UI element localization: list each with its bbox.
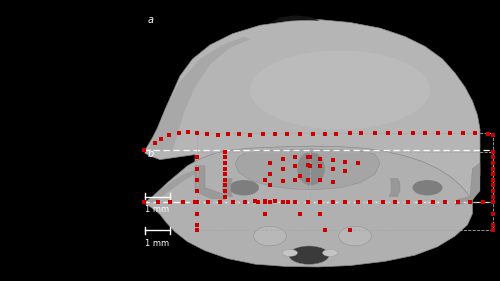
Ellipse shape [250, 51, 430, 129]
Ellipse shape [297, 152, 325, 185]
Polygon shape [455, 163, 480, 205]
Polygon shape [270, 15, 320, 23]
Polygon shape [145, 20, 480, 231]
Polygon shape [389, 178, 400, 197]
Ellipse shape [254, 226, 286, 246]
Bar [196, 152, 492, 202]
Text: a: a [148, 15, 154, 26]
Ellipse shape [289, 246, 329, 264]
Ellipse shape [339, 226, 371, 246]
Text: 1 mm: 1 mm [146, 205, 170, 214]
Polygon shape [148, 169, 200, 203]
Text: 1 mm: 1 mm [146, 239, 170, 248]
Polygon shape [222, 178, 232, 197]
Ellipse shape [282, 250, 298, 256]
Polygon shape [235, 149, 380, 190]
Text: b: b [148, 149, 154, 159]
Ellipse shape [412, 180, 442, 196]
Bar [196, 133, 492, 230]
Polygon shape [195, 166, 225, 200]
Ellipse shape [322, 250, 338, 256]
Polygon shape [148, 37, 250, 150]
Ellipse shape [229, 180, 259, 196]
Polygon shape [145, 146, 472, 267]
